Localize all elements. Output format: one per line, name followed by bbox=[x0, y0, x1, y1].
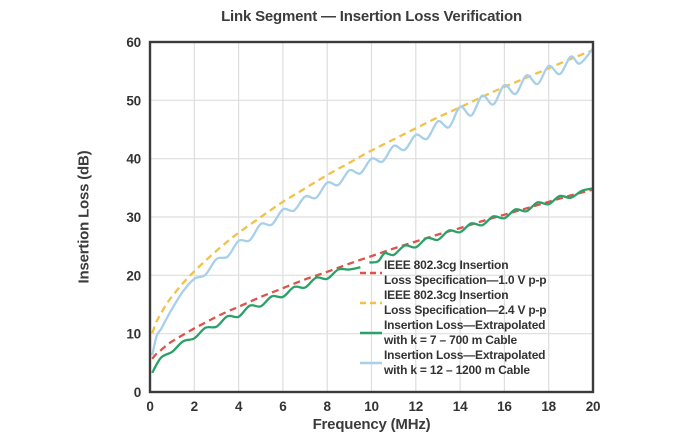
x-tick-label: 10 bbox=[364, 399, 379, 414]
y-tick-label: 40 bbox=[126, 152, 141, 167]
x-tick-label: 4 bbox=[235, 399, 243, 414]
y-tick-label: 0 bbox=[134, 385, 141, 400]
x-axis-label: Frequency (MHz) bbox=[312, 416, 431, 433]
legend-label-line: IEEE 802.3cg Insertion bbox=[384, 288, 509, 302]
x-tick-label: 20 bbox=[586, 399, 601, 414]
chart-title: Link Segment — Insertion Loss Verificati… bbox=[221, 8, 522, 25]
legend-entry-extrapolated-1200m: Insertion Loss—Extrapolated with k = 12 –… bbox=[360, 348, 546, 378]
legend-swatch-solid-line-icon bbox=[360, 323, 384, 341]
x-tick-label: 16 bbox=[497, 399, 512, 414]
legend-label-line: with k = 12 – 1200 m Cable bbox=[384, 363, 530, 377]
series-line-ieee-spec-1v bbox=[151, 188, 593, 360]
plot-frame bbox=[148, 40, 595, 394]
legend-label: Insertion Loss—Extrapolated with k = 12 –… bbox=[384, 348, 546, 378]
x-tick-label: 18 bbox=[541, 399, 556, 414]
legend-swatch-dashed-line-icon bbox=[360, 263, 384, 281]
y-tick-label: 50 bbox=[126, 93, 141, 108]
legend-entry-ieee-spec-2v4: IEEE 802.3cg Insertion Loss Specification… bbox=[360, 288, 547, 318]
x-tick-label: 14 bbox=[453, 399, 468, 414]
y-tick-label: 30 bbox=[126, 210, 141, 225]
y-tick-label: 20 bbox=[126, 268, 141, 283]
legend-label: IEEE 802.3cg Insertion Loss Specification… bbox=[384, 258, 547, 288]
x-tick-label: 6 bbox=[279, 399, 287, 414]
legend: IEEE 802.3cg Insertion Loss Specification… bbox=[360, 258, 547, 378]
legend-label: IEEE 802.3cg Insertion Loss Specification… bbox=[384, 288, 547, 318]
legend-entry-ieee-spec-1v: IEEE 802.3cg Insertion Loss Specification… bbox=[360, 258, 547, 288]
legend-entry-extrapolated-700m: Insertion Loss—Extrapolated with k = 7 – … bbox=[360, 318, 546, 348]
y-tick-label: 60 bbox=[126, 35, 141, 50]
legend-label-line: Loss Specification—2.4 V p-p bbox=[384, 303, 547, 317]
tick-labels: 0 2 4 6 8 10 12 14 16 18 20 0 10 20 30 40 50 60 bbox=[126, 35, 600, 414]
series-line-ieee-spec-2v4 bbox=[151, 49, 593, 334]
series-line-extrapolated-700m bbox=[151, 266, 361, 374]
legend-label-line: Loss Specification—1.0 V p-p bbox=[384, 273, 547, 287]
series-curves bbox=[151, 47, 593, 374]
legend-label-line: IEEE 802.3cg Insertion bbox=[384, 258, 509, 272]
legend-label-line: Insertion Loss—Extrapolated bbox=[384, 348, 546, 362]
legend-swatch-solid-line-icon bbox=[360, 353, 384, 371]
legend-swatch-dashed-line-icon bbox=[360, 293, 384, 311]
x-tick-label: 12 bbox=[408, 399, 423, 414]
series-line-extrapolated-1200m bbox=[151, 47, 593, 356]
legend-label: Insertion Loss—Extrapolated with k = 7 – … bbox=[384, 318, 546, 348]
x-tick-label: 8 bbox=[324, 399, 332, 414]
series-line-extrapolated-700m bbox=[369, 187, 593, 264]
x-tick-label: 2 bbox=[191, 399, 198, 414]
y-tick-label: 10 bbox=[126, 327, 141, 342]
legend-label-line: with k = 7 – 700 m Cable bbox=[384, 333, 517, 347]
legend-label-line: Insertion Loss—Extrapolated bbox=[384, 318, 546, 332]
x-tick-label: 0 bbox=[146, 399, 153, 414]
